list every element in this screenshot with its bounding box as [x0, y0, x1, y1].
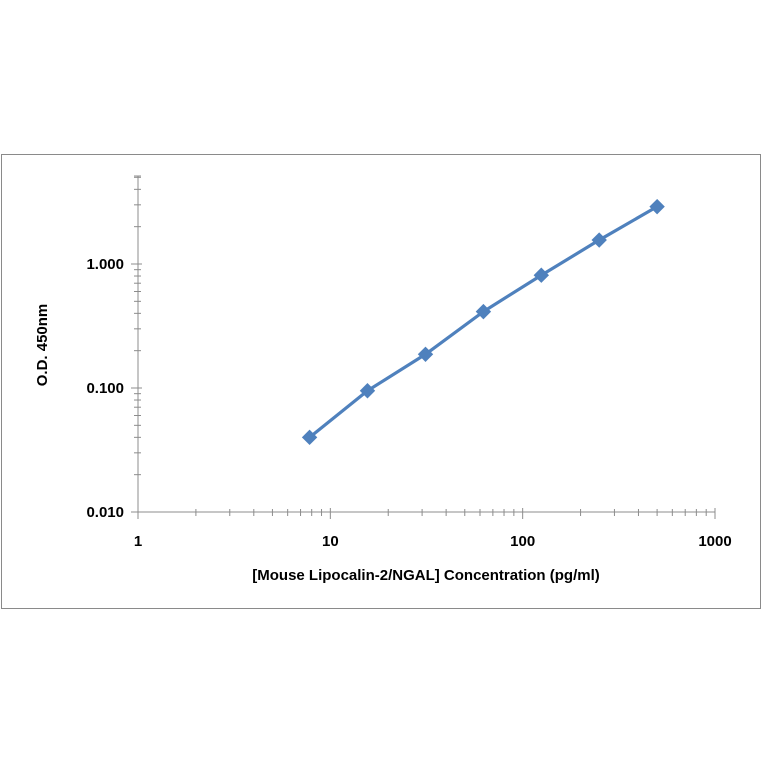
data-point-marker	[359, 383, 376, 399]
x-tick-label: 10	[322, 533, 339, 550]
axes: 0.010 0.100 1.000 1 10 100 1000	[86, 175, 732, 550]
data-point-marker	[533, 267, 550, 283]
data-point-marker	[417, 346, 434, 362]
x-tick-label: 100	[510, 533, 535, 550]
data-point-marker	[301, 429, 318, 446]
data-point-marker	[591, 232, 607, 248]
series-layer	[301, 198, 665, 446]
x-tick-label: 1	[134, 533, 142, 550]
y-tick-label: 1.000	[86, 256, 124, 273]
data-point-marker	[649, 198, 665, 215]
y-tick-label: 0.010	[86, 504, 124, 521]
y-axis-title: O.D. 450nm	[34, 304, 51, 387]
data-point-marker	[475, 303, 492, 320]
x-axis-title: [Mouse Lipocalin-2/NGAL] Concentration (…	[252, 567, 600, 584]
y-tick-label: 0.100	[86, 380, 124, 397]
x-tick-label: 1000	[698, 533, 731, 550]
